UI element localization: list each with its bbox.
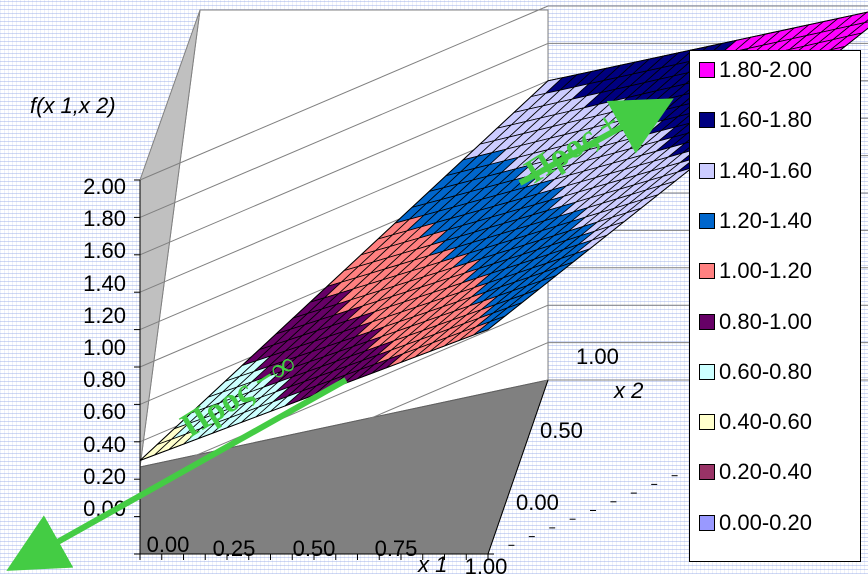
legend-label: 0.80-1.00 — [719, 308, 812, 334]
legend-label: 0.40-0.60 — [719, 409, 812, 435]
legend-label: 1.60-1.80 — [719, 107, 812, 133]
x2-tick-label: 1.00 — [576, 344, 619, 369]
x2-tick-label: 0.50 — [540, 418, 583, 443]
x1-tick-label: 0.75 — [375, 536, 418, 561]
legend-swatch — [699, 212, 715, 229]
left-wall-gridline — [139, 80, 549, 256]
legend-label: 0.60-0.80 — [719, 358, 812, 384]
x1-tick-labels: 0.00 0.25 0.50 0.75 1.00 — [147, 532, 508, 574]
plus-infinity-arrow — [518, 98, 674, 186]
surface-mesh — [139, 11, 868, 461]
x1-axis-title: x 1 — [417, 552, 447, 574]
surface-outline — [139, 11, 868, 461]
legend-swatch — [699, 112, 715, 129]
legend-item: 0.40-0.60 — [699, 409, 812, 435]
legend-item: 1.20-1.40 — [699, 208, 812, 234]
z-tick-label: 1.80 — [83, 206, 126, 231]
z-tick-label: 1.60 — [83, 238, 126, 263]
legend-item: 1.40-1.60 — [699, 158, 812, 184]
legend-label: 1.20-1.40 — [719, 207, 812, 233]
legend-label: 1.40-1.60 — [719, 157, 812, 183]
legend-swatch — [699, 514, 715, 531]
legend-item: 1.80-2.00 — [699, 57, 812, 83]
z-tick-labels: 2.00 1.80 1.60 1.40 1.20 1.00 0.80 0.60 … — [83, 174, 126, 521]
legend-swatch — [699, 62, 715, 78]
z-tick-label: 0.40 — [83, 432, 126, 457]
left-wall-gridline — [139, 379, 549, 555]
legend-swatch — [699, 162, 715, 179]
x2-tick-label: 0.00 — [516, 490, 559, 515]
z-tick-label: 2.00 — [83, 174, 126, 199]
left-wall-gridline — [139, 42, 549, 218]
left-wall-gridline — [139, 304, 549, 480]
legend-label: 1.00-1.20 — [719, 258, 812, 284]
minus-infinity-arrow — [6, 377, 348, 571]
legend-item: 0.20-0.40 — [699, 459, 812, 485]
x1-tick-label: 0.00 — [147, 532, 190, 557]
x1-tick-label: 0.50 — [293, 536, 336, 561]
z-tick-label: 0.20 — [83, 464, 126, 489]
legend-item: 0.80-1.00 — [699, 309, 812, 335]
legend-item: 1.00-1.20 — [699, 258, 812, 284]
legend-item: 0.00-0.20 — [699, 510, 812, 536]
z-tick-label: 1.40 — [83, 271, 126, 296]
z-tick-label: 0.60 — [83, 399, 126, 424]
legend-label: 0.00-0.20 — [719, 509, 812, 535]
legend-label: 0.20-0.40 — [719, 459, 812, 485]
left-wall-gridline — [139, 342, 549, 518]
x2-axis-line — [487, 379, 549, 555]
legend-swatch — [699, 414, 715, 431]
legend-swatch — [699, 464, 715, 481]
axis-tick-marks — [134, 179, 862, 560]
x2-tick-labels: 1.00 0.50 0.00 — [516, 344, 619, 515]
x2-axis-title: x 2 — [613, 378, 643, 403]
legend-item: 1.60-1.80 — [699, 107, 812, 133]
legend-label: 1.80-2.00 — [719, 57, 812, 82]
legend-swatch — [699, 313, 715, 330]
z-tick-label: 0.80 — [83, 367, 126, 392]
legend-item: 0.60-0.80 — [699, 359, 812, 385]
z-tick-label: 1.00 — [83, 335, 126, 360]
legend-swatch — [699, 263, 715, 280]
z-axis-title: f(x 1,x 2) — [30, 93, 116, 118]
x1-tick-label: 0.25 — [213, 536, 256, 561]
z-tick-label: 1.20 — [83, 303, 126, 328]
left-wall-gridline — [139, 5, 549, 181]
legend: 1.80-2.00 1.60-1.80 1.40-1.60 1.20-1.40 1.00… — [689, 50, 861, 562]
legend-swatch — [699, 363, 715, 380]
x1-tick-label: 1.00 — [465, 554, 508, 574]
